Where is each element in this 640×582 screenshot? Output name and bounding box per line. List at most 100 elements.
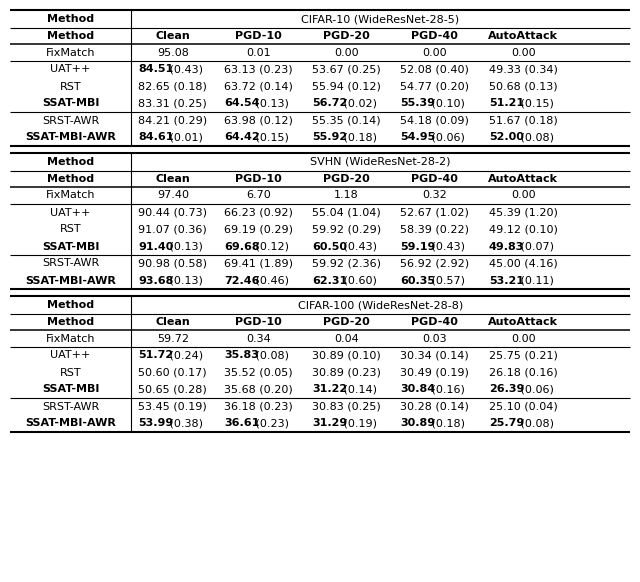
Text: 55.92: 55.92 [312, 133, 348, 143]
Text: 51.21: 51.21 [489, 98, 524, 108]
Text: 0.03: 0.03 [422, 333, 447, 343]
Text: UAT++: UAT++ [51, 208, 91, 218]
Text: 91.40: 91.40 [138, 242, 173, 251]
Text: 97.40: 97.40 [157, 190, 189, 201]
Text: 30.89: 30.89 [401, 418, 435, 428]
Text: RST: RST [60, 81, 81, 91]
Text: 55.35 (0.14): 55.35 (0.14) [312, 115, 381, 126]
Text: (0.08): (0.08) [517, 133, 554, 143]
Text: 64.54: 64.54 [224, 98, 260, 108]
Text: 30.34 (0.14): 30.34 (0.14) [401, 350, 469, 360]
Text: (0.60): (0.60) [340, 275, 377, 286]
Text: 35.52 (0.05): 35.52 (0.05) [224, 367, 293, 378]
Text: 69.68: 69.68 [224, 242, 260, 251]
Text: Method: Method [47, 174, 94, 184]
Text: 55.39: 55.39 [401, 98, 435, 108]
Text: 56.92 (2.92): 56.92 (2.92) [400, 258, 469, 268]
Text: 45.39 (1.20): 45.39 (1.20) [489, 208, 558, 218]
Text: 55.04 (1.04): 55.04 (1.04) [312, 208, 381, 218]
Text: 0.00: 0.00 [511, 190, 536, 201]
Text: SRST-AWR: SRST-AWR [42, 115, 99, 126]
Text: AutoAttack: AutoAttack [488, 317, 558, 327]
Text: 90.98 (0.58): 90.98 (0.58) [138, 258, 207, 268]
Text: RST: RST [60, 367, 81, 378]
Text: (0.06): (0.06) [517, 385, 554, 395]
Text: CIFAR-100 (WideResNet-28-8): CIFAR-100 (WideResNet-28-8) [298, 300, 463, 310]
Text: 59.19: 59.19 [400, 242, 436, 251]
Text: (0.13): (0.13) [166, 242, 203, 251]
Text: (0.46): (0.46) [252, 275, 289, 286]
Text: 62.31: 62.31 [312, 275, 348, 286]
Text: 45.00 (4.16): 45.00 (4.16) [489, 258, 557, 268]
Text: (0.07): (0.07) [517, 242, 554, 251]
Text: 69.19 (0.29): 69.19 (0.29) [224, 225, 293, 235]
Text: SSAT-MBI: SSAT-MBI [42, 98, 99, 108]
Text: 30.83 (0.25): 30.83 (0.25) [312, 402, 381, 411]
Text: (0.43): (0.43) [340, 242, 377, 251]
Text: (0.16): (0.16) [428, 385, 465, 395]
Text: SSAT-MBI-AWR: SSAT-MBI-AWR [25, 275, 116, 286]
Text: 60.50: 60.50 [312, 242, 348, 251]
Text: (0.10): (0.10) [428, 98, 465, 108]
Text: 31.29: 31.29 [312, 418, 348, 428]
Text: (0.06): (0.06) [428, 133, 465, 143]
Text: (0.43): (0.43) [166, 65, 204, 74]
Text: (0.02): (0.02) [340, 98, 377, 108]
Text: (0.08): (0.08) [252, 350, 289, 360]
Text: Method: Method [47, 31, 94, 41]
Text: 51.72: 51.72 [138, 350, 173, 360]
Text: PGD-20: PGD-20 [323, 31, 370, 41]
Text: PGD-10: PGD-10 [236, 31, 282, 41]
Text: SRST-AWR: SRST-AWR [42, 258, 99, 268]
Text: SSAT-MBI-AWR: SSAT-MBI-AWR [25, 133, 116, 143]
Text: 6.70: 6.70 [246, 190, 271, 201]
Text: 0.00: 0.00 [334, 48, 359, 58]
Text: UAT++: UAT++ [51, 350, 91, 360]
Text: 84.61: 84.61 [138, 133, 173, 143]
Text: 25.75 (0.21): 25.75 (0.21) [489, 350, 558, 360]
Text: (0.08): (0.08) [517, 418, 554, 428]
Text: SSAT-MBI-AWR: SSAT-MBI-AWR [25, 418, 116, 428]
Text: (0.24): (0.24) [166, 350, 204, 360]
Text: 25.79: 25.79 [489, 418, 524, 428]
Text: 53.21: 53.21 [489, 275, 524, 286]
Text: (0.01): (0.01) [166, 133, 203, 143]
Text: (0.13): (0.13) [252, 98, 289, 108]
Text: (0.19): (0.19) [340, 418, 377, 428]
Text: FixMatch: FixMatch [45, 190, 95, 201]
Text: 53.99: 53.99 [138, 418, 173, 428]
Text: Method: Method [47, 317, 94, 327]
Text: 50.68 (0.13): 50.68 (0.13) [489, 81, 557, 91]
Text: PGD-10: PGD-10 [236, 317, 282, 327]
Text: Clean: Clean [156, 174, 190, 184]
Text: AutoAttack: AutoAttack [488, 31, 558, 41]
Text: (0.11): (0.11) [517, 275, 554, 286]
Text: 51.67 (0.18): 51.67 (0.18) [489, 115, 557, 126]
Text: (0.18): (0.18) [428, 418, 465, 428]
Text: 59.72: 59.72 [157, 333, 189, 343]
Text: 30.28 (0.14): 30.28 (0.14) [400, 402, 469, 411]
Text: 64.42: 64.42 [224, 133, 260, 143]
Text: 66.23 (0.92): 66.23 (0.92) [224, 208, 293, 218]
Text: 84.51: 84.51 [138, 65, 173, 74]
Text: 90.44 (0.73): 90.44 (0.73) [138, 208, 207, 218]
Text: (0.38): (0.38) [166, 418, 204, 428]
Text: AutoAttack: AutoAttack [488, 174, 558, 184]
Text: PGD-10: PGD-10 [236, 174, 282, 184]
Text: 30.49 (0.19): 30.49 (0.19) [400, 367, 469, 378]
Text: UAT++: UAT++ [51, 65, 91, 74]
Text: RST: RST [60, 225, 81, 235]
Text: 69.41 (1.89): 69.41 (1.89) [224, 258, 293, 268]
Text: 0.00: 0.00 [511, 48, 536, 58]
Text: (0.18): (0.18) [340, 133, 377, 143]
Text: Clean: Clean [156, 31, 190, 41]
Text: 31.22: 31.22 [312, 385, 348, 395]
Text: 35.83: 35.83 [225, 350, 259, 360]
Text: SVHN (WideResNet-28-2): SVHN (WideResNet-28-2) [310, 157, 451, 167]
Text: 49.33 (0.34): 49.33 (0.34) [489, 65, 558, 74]
Text: 53.67 (0.25): 53.67 (0.25) [312, 65, 381, 74]
Text: 56.72: 56.72 [312, 98, 348, 108]
Text: 59.92 (2.36): 59.92 (2.36) [312, 258, 381, 268]
Text: PGD-20: PGD-20 [323, 174, 370, 184]
Text: (0.43): (0.43) [428, 242, 465, 251]
